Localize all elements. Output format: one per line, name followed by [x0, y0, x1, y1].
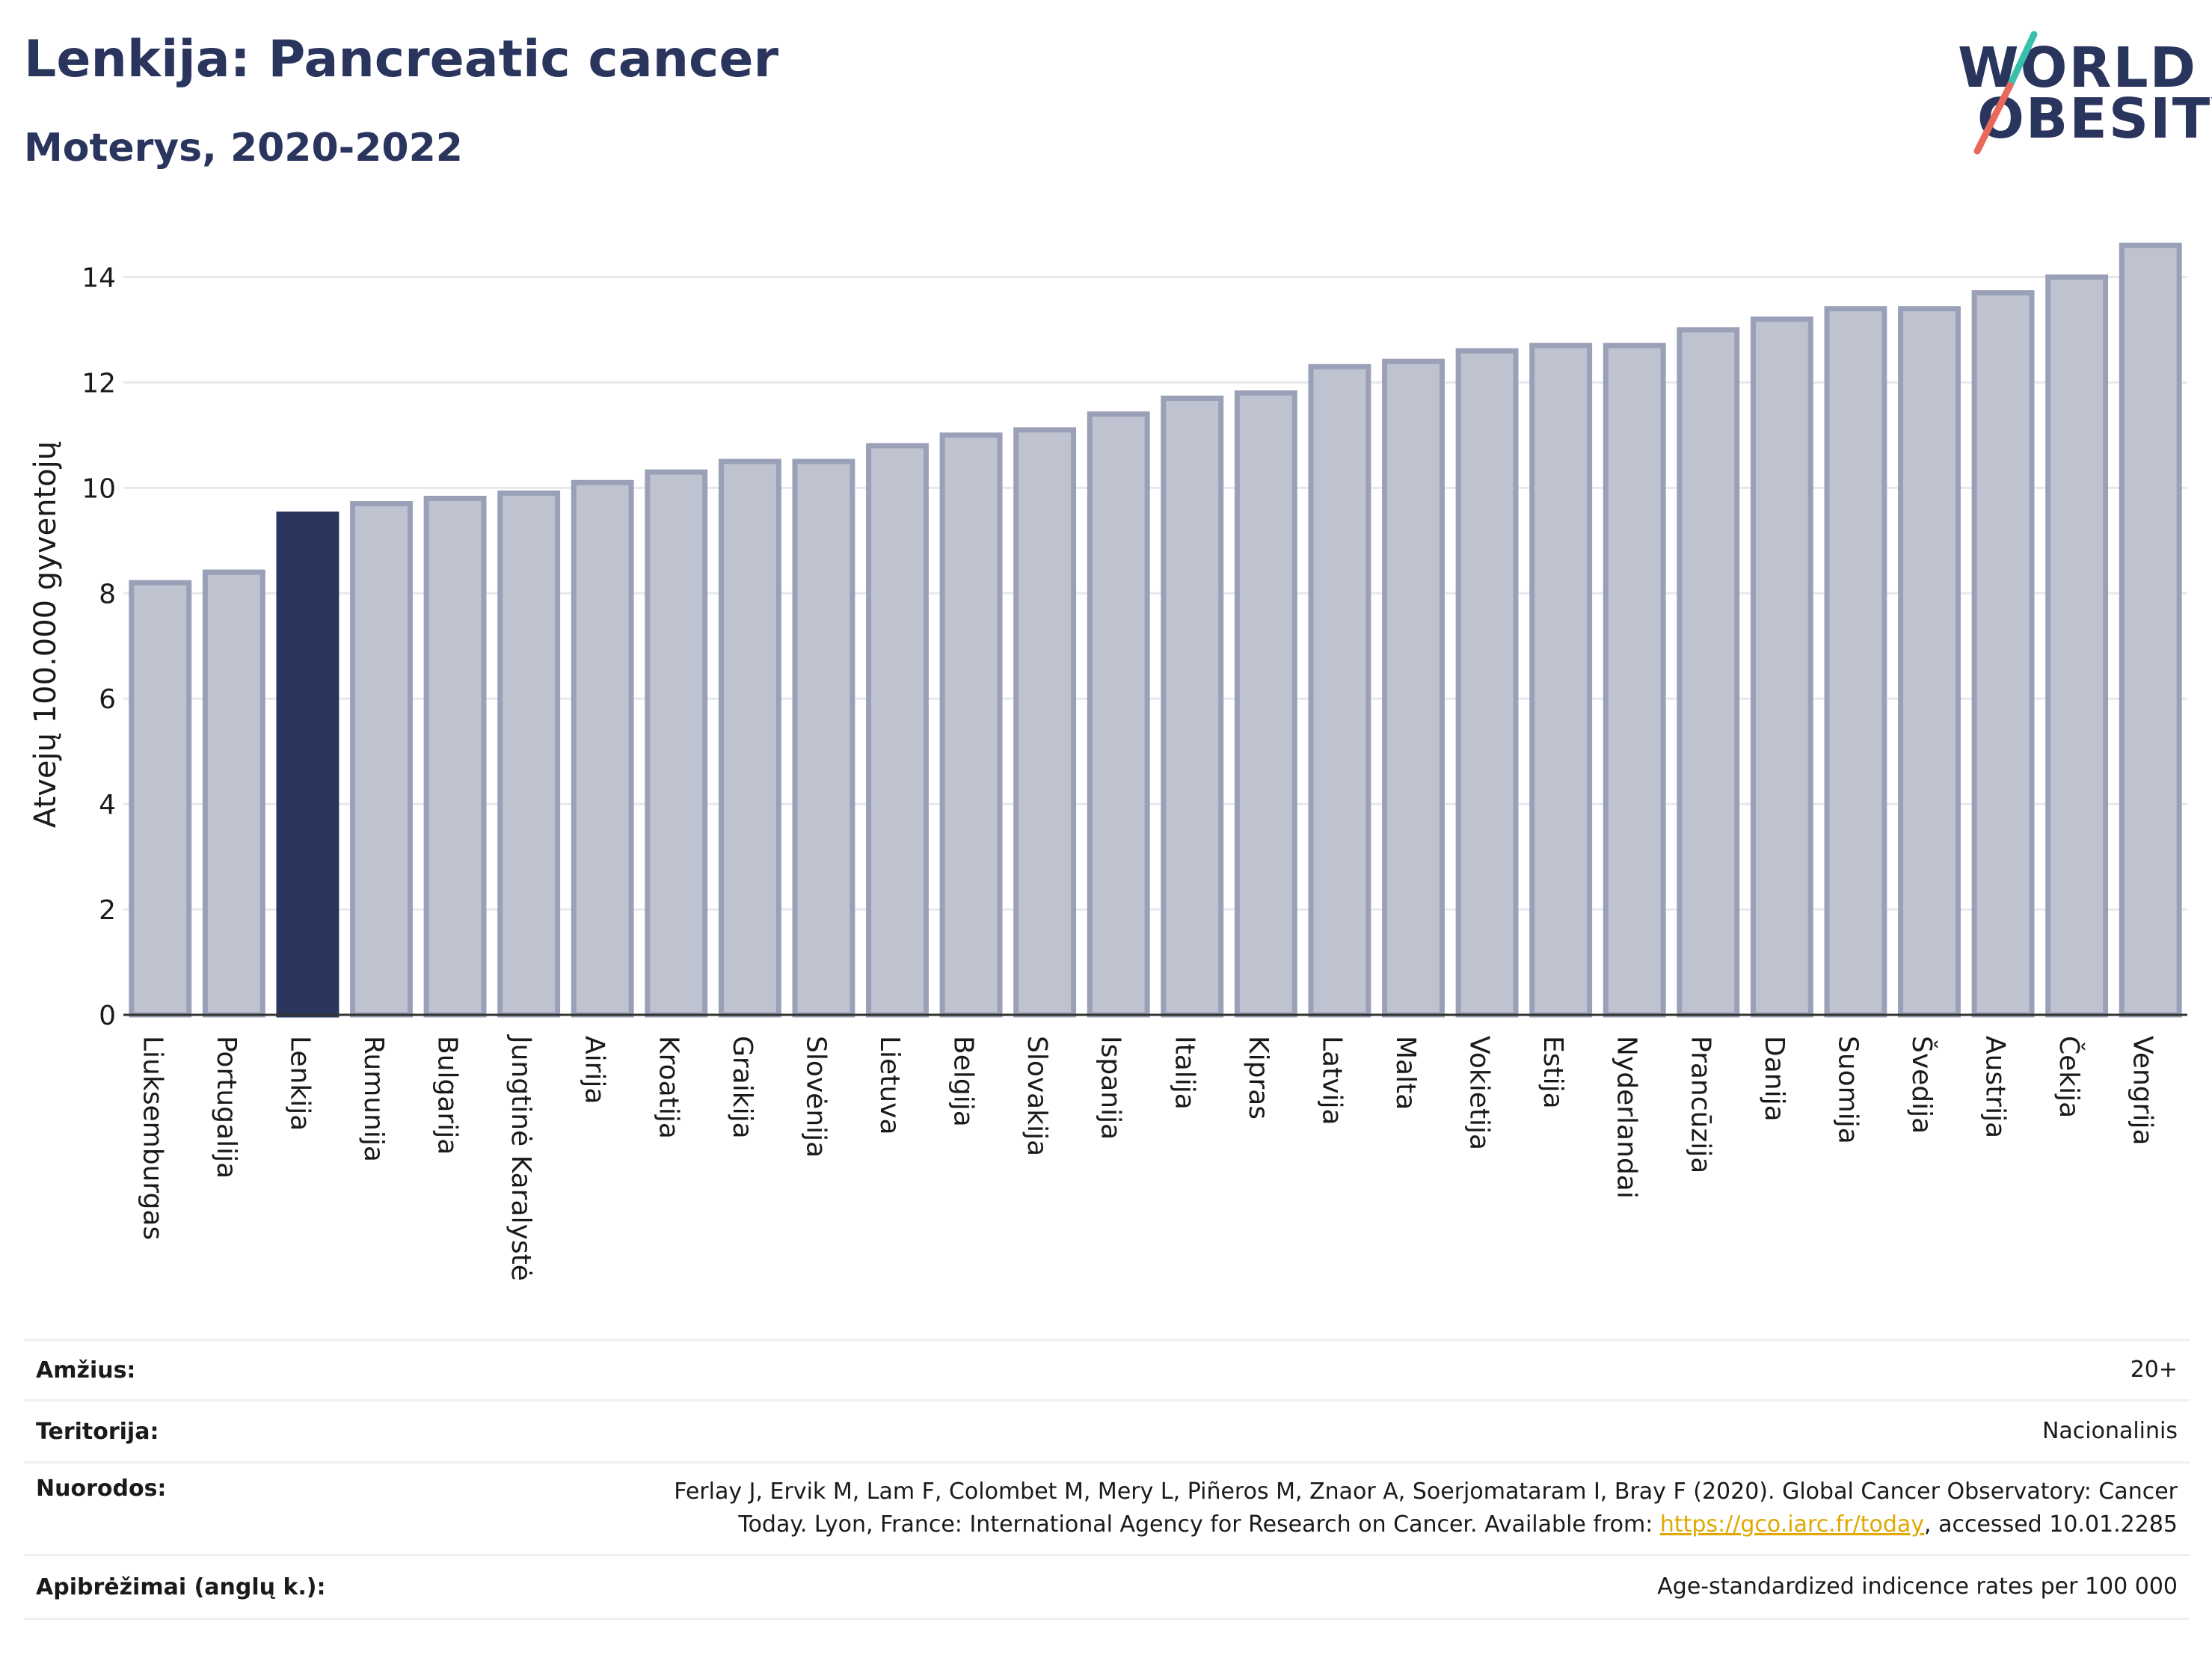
bar	[1529, 343, 1593, 1018]
meta-row-age: Amžius: 20+	[24, 1339, 2190, 1399]
bar	[718, 458, 781, 1018]
bar	[1971, 290, 2035, 1018]
x-tick-label: Lietuva	[874, 1036, 905, 1135]
bar	[571, 479, 634, 1018]
age-label: Amžius:	[36, 1357, 136, 1384]
y-tick-label: 0	[99, 1001, 116, 1031]
x-tick-label: Suomija	[1832, 1036, 1863, 1144]
x-tick-label: Vengrija	[2127, 1036, 2158, 1146]
age-value: 20+	[2130, 1357, 2178, 1383]
bar	[1750, 316, 1813, 1018]
bar	[1013, 427, 1077, 1018]
y-axis-label: Atvejų 100.000 gyventojų	[28, 441, 63, 828]
territory-value: Nacionalinis	[2042, 1418, 2178, 1444]
x-tick-label: Slovakija	[1021, 1036, 1052, 1156]
bar	[350, 500, 413, 1018]
bar	[1308, 363, 1371, 1018]
definitions-value: Age-standardized indicence rates per 100…	[1657, 1573, 2178, 1600]
bar	[866, 443, 929, 1018]
bar	[939, 432, 1003, 1018]
x-tick-label: Belgija	[948, 1036, 979, 1127]
meta-row-territory: Teritorija: Nacionalinis	[24, 1399, 2190, 1461]
x-tick-label: Vokietija	[1464, 1036, 1495, 1150]
references-link[interactable]: https://gco.iarc.fr/today	[1659, 1511, 1925, 1538]
bar	[2045, 274, 2109, 1018]
y-tick-label: 8	[99, 579, 116, 610]
bar	[1087, 411, 1150, 1018]
x-tick-label: Nyderlandai	[1612, 1036, 1642, 1199]
bar	[2119, 242, 2182, 1018]
bar	[1898, 306, 1961, 1018]
bar-chart: 0 2 4 6 8 10 12 14 Atvejų 100.000 gyventojų Liuks…	[28, 242, 2187, 1281]
y-tick-label: 14	[82, 262, 116, 293]
x-tick-label: Rumunija	[358, 1036, 389, 1162]
x-tick-label: Čekija	[2053, 1036, 2085, 1118]
bar	[645, 469, 708, 1018]
references-value: Ferlay J, Ervik M, Lam F, Colombet M, Me…	[674, 1476, 2190, 1541]
x-tick-label: Kipras	[1243, 1036, 1274, 1120]
bar	[423, 495, 487, 1018]
bar	[1382, 358, 1445, 1018]
logo-line2: OBESITY	[1977, 87, 2212, 151]
x-tick-label: Jungtinė Karalystė	[506, 1034, 536, 1281]
bar	[129, 580, 192, 1018]
x-tick-label: Malta	[1390, 1036, 1421, 1110]
world-obesity-logo: WORLD OBESITY	[1944, 22, 2212, 157]
bar	[1824, 306, 1887, 1018]
x-tick-label: Austrija	[1980, 1036, 2011, 1138]
bar	[792, 458, 855, 1018]
y-tick-label: 12	[82, 368, 116, 399]
x-tick-label: Bulgarija	[432, 1036, 463, 1155]
bar	[1677, 327, 1740, 1018]
references-line1: Ferlay J, Ervik M, Lam F, Colombet M, Me…	[674, 1479, 2178, 1505]
definitions-label: Apibrėžimai (anglų k.):	[36, 1573, 326, 1600]
x-tick-label: Latvija	[1316, 1036, 1347, 1126]
references-line2: Today. Lyon, France: International Agenc…	[674, 1508, 2178, 1541]
meta-row-references: Nuorodos: Ferlay J, Ervik M, Lam F, Colo…	[24, 1461, 2190, 1554]
y-tick-label: 4	[99, 790, 116, 820]
chart-subtitle: Moterys, 2020-2022	[24, 126, 463, 171]
y-tick-label: 10	[82, 473, 116, 504]
x-tick-label: Lenkija	[284, 1036, 315, 1131]
y-tick-label: 6	[99, 684, 116, 715]
meta-row-definitions: Apibrėžimai (anglų k.): Age-standardized…	[24, 1554, 2190, 1620]
references-label: Nuorodos:	[36, 1476, 167, 1502]
x-tick-label: Estija	[1537, 1036, 1568, 1109]
y-tick-label: 2	[99, 895, 116, 926]
x-tick-label: Prancūzija	[1685, 1036, 1715, 1173]
x-tick-label: Ispanija	[1096, 1036, 1126, 1140]
logo-slash-icon	[1973, 31, 2038, 155]
x-tick-label: Portugalija	[211, 1036, 242, 1179]
logo-line1: WORLD	[1958, 36, 2198, 100]
bar	[1161, 396, 1224, 1018]
x-tick-label: Airija	[580, 1036, 610, 1105]
x-tick-label: Slovėnija	[800, 1036, 831, 1158]
references-line2-post: , accessed 10.01.2285	[1924, 1511, 2178, 1538]
x-tick-label: Liuksemburgas	[137, 1036, 168, 1240]
references-line2-pre: Today. Lyon, France: International Agenc…	[738, 1511, 1660, 1538]
x-tick-label: Kroatija	[653, 1036, 683, 1139]
territory-label: Teritorija:	[36, 1418, 159, 1445]
x-tick-label: Danija	[1759, 1036, 1789, 1122]
bar	[497, 490, 561, 1018]
bar	[1234, 390, 1297, 1018]
bar	[202, 569, 265, 1018]
x-tick-label: Graikija	[727, 1036, 758, 1139]
x-tick-label: Italija	[1169, 1036, 1199, 1110]
bar	[1455, 348, 1519, 1018]
chart-title: Lenkija: Pancreatic cancer	[24, 30, 778, 89]
metadata-table: Amžius: 20+ Teritorija: Nacionalinis Nuo…	[24, 1339, 2190, 1620]
bar	[276, 512, 340, 1018]
x-tick-label: Švedija	[1906, 1036, 1938, 1134]
bar	[1603, 343, 1666, 1018]
